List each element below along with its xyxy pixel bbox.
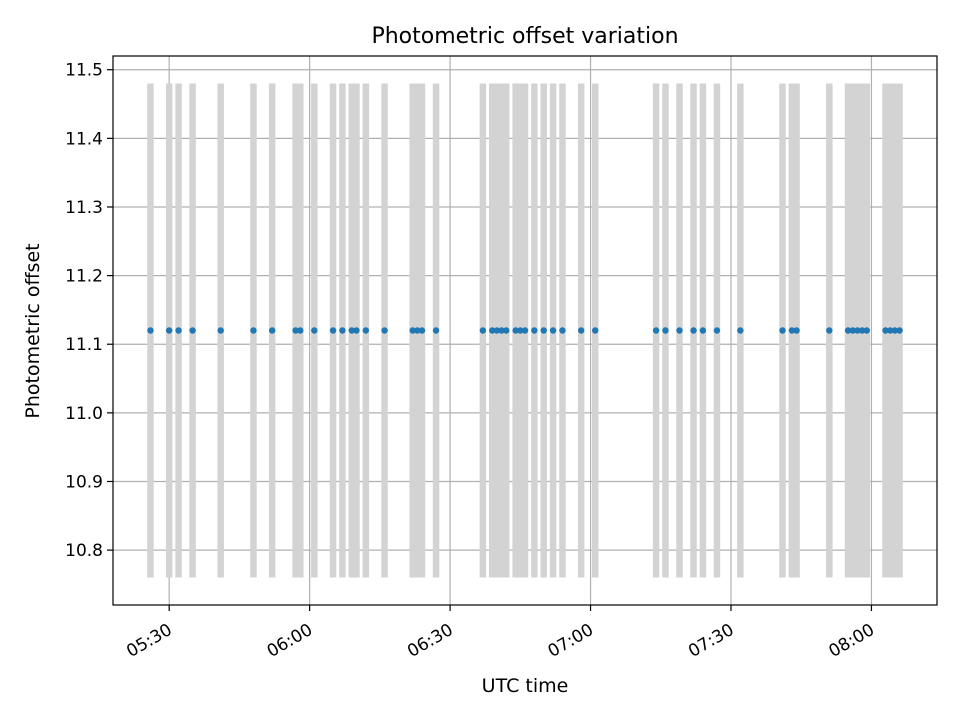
data-point: [329, 327, 337, 334]
data-point: [891, 327, 899, 334]
y-tick-label: 10.8: [65, 541, 103, 561]
data-point: [882, 327, 889, 334]
data-point: [690, 327, 697, 334]
data-point: [217, 327, 224, 334]
data-point: [793, 327, 800, 334]
data-point: [297, 327, 304, 334]
data-point: [886, 327, 894, 334]
data-point: [531, 327, 538, 334]
y-tick-label: 11.5: [65, 61, 103, 81]
data-point: [713, 327, 721, 334]
data-point: [498, 327, 505, 334]
data-point: [737, 327, 744, 334]
data-point: [418, 327, 426, 334]
data-point: [512, 327, 519, 334]
data-point: [699, 327, 707, 334]
data-point: [858, 327, 866, 334]
data-point: [348, 327, 355, 334]
data-point: [577, 327, 585, 334]
chart-title: Photometric offset variation: [371, 24, 678, 49]
data-point: [521, 327, 529, 334]
data-point: [559, 327, 566, 334]
data-point: [849, 327, 856, 334]
y-axis-label: Photometric offset: [22, 243, 44, 418]
data-point: [549, 327, 557, 334]
data-point: [779, 327, 786, 334]
data-point: [503, 327, 510, 334]
data-point: [844, 327, 852, 334]
data-point: [165, 327, 173, 334]
y-tick-label: 11.0: [65, 404, 103, 424]
data-point: [362, 327, 370, 334]
data-point: [493, 327, 501, 334]
data-point: [250, 327, 257, 334]
y-tick-label: 11.1: [65, 335, 103, 355]
plot-frame: [112, 55, 938, 606]
data-point: [592, 327, 599, 334]
data-point: [409, 327, 416, 334]
data-point: [432, 327, 440, 334]
data-point: [652, 327, 660, 334]
y-tick-label: 11.2: [65, 267, 103, 287]
data-point: [339, 327, 346, 334]
data-point: [175, 327, 182, 334]
data-point: [479, 327, 487, 334]
data-point: [311, 327, 318, 334]
data-point: [353, 327, 360, 334]
data-point: [489, 327, 496, 334]
data-point: [540, 327, 547, 334]
data-point: [854, 327, 861, 334]
data-point: [189, 327, 196, 334]
data-point: [676, 327, 683, 334]
y-tick-label: 10.9: [65, 472, 103, 492]
y-tick-label: 11.4: [65, 129, 103, 149]
y-axis: 10.8 10.9 11.0 11.1 11.2 11.3 11.4 11.5: [65, 61, 113, 561]
data-point: [662, 327, 669, 334]
data-point: [381, 327, 388, 334]
data-point: [414, 327, 421, 334]
data-point: [863, 327, 870, 334]
data-point: [517, 327, 524, 334]
x-axis-label: UTC time: [482, 675, 569, 697]
data-point: [788, 327, 796, 334]
data-point: [896, 327, 903, 334]
data-point: [147, 327, 154, 334]
data-point: [268, 327, 276, 334]
data-point: [292, 327, 299, 334]
y-tick-label: 11.3: [65, 198, 103, 218]
data-point: [826, 327, 833, 334]
data-points: [147, 327, 903, 334]
